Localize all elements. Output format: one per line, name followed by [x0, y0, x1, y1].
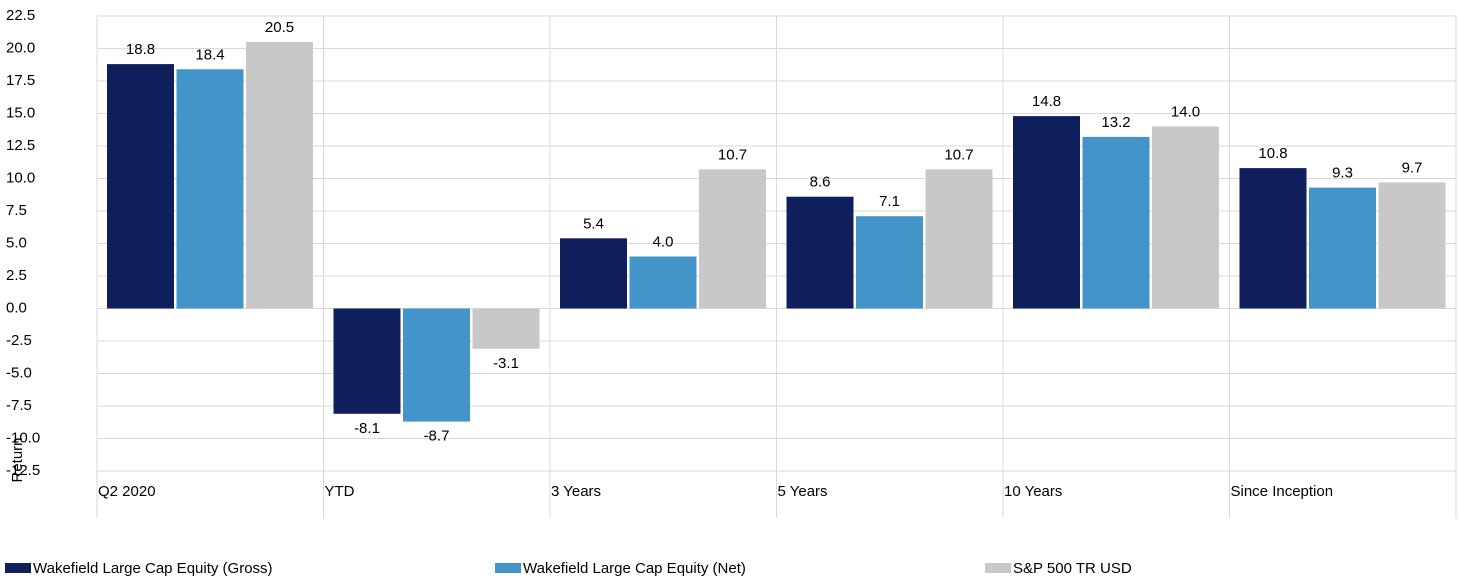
data-label: 10.7	[718, 146, 747, 163]
data-label: 10.7	[944, 146, 973, 163]
legend-swatch	[985, 563, 1011, 573]
data-label: 9.7	[1402, 159, 1423, 176]
data-label: 7.1	[879, 193, 900, 210]
legend-label: Wakefield Large Cap Equity (Gross)	[33, 560, 273, 577]
data-label: 20.5	[265, 19, 294, 36]
y-tick-label: -10.0	[6, 429, 40, 446]
y-tick-label: 5.0	[6, 234, 27, 251]
bar	[925, 169, 993, 309]
bar	[856, 216, 923, 309]
bar	[472, 308, 540, 349]
bar	[403, 308, 470, 422]
data-label: -3.1	[493, 355, 519, 372]
data-label: 4.0	[653, 233, 674, 250]
data-label: 18.8	[126, 41, 155, 58]
y-tick-label: 22.5	[6, 7, 35, 24]
x-tick-label: Since Inception	[1231, 483, 1334, 500]
data-label: 18.4	[195, 46, 224, 63]
bar	[1082, 136, 1150, 309]
bar	[1239, 168, 1307, 309]
y-tick-label: -12.5	[6, 462, 40, 479]
legend-swatch	[5, 563, 31, 573]
data-label: -8.7	[424, 428, 450, 445]
x-tick-label: YTD	[325, 483, 355, 500]
data-label: 10.8	[1258, 145, 1287, 162]
bar	[629, 256, 697, 309]
data-label: 13.2	[1101, 114, 1130, 131]
y-tick-label: -2.5	[6, 332, 32, 349]
bar	[1309, 187, 1376, 309]
y-tick-label: 17.5	[6, 72, 35, 89]
x-tick-label: 3 Years	[551, 483, 601, 500]
data-label: 14.0	[1171, 103, 1200, 120]
bar	[333, 308, 401, 414]
bar	[786, 196, 854, 309]
bar	[1152, 126, 1219, 309]
data-label: 14.8	[1032, 93, 1061, 110]
bar	[699, 169, 766, 309]
bar	[176, 69, 244, 309]
bar	[560, 238, 627, 309]
y-tick-label: 15.0	[6, 104, 35, 121]
y-tick-label: 2.5	[6, 267, 27, 284]
data-label: 8.6	[810, 174, 831, 191]
bar	[246, 42, 313, 309]
y-tick-label: -7.5	[6, 397, 32, 414]
legend-label: S&P 500 TR USD	[1013, 560, 1132, 577]
bar	[1378, 182, 1446, 309]
data-label: -8.1	[354, 420, 380, 437]
x-tick-label: Q2 2020	[98, 483, 156, 500]
legend-swatch	[495, 563, 521, 573]
y-tick-label: -5.0	[6, 364, 32, 381]
y-tick-label: 12.5	[6, 137, 35, 154]
y-axis-title: Return	[9, 437, 26, 482]
y-tick-label: 20.0	[6, 39, 35, 56]
legend-label: Wakefield Large Cap Equity (Net)	[523, 560, 746, 577]
bar	[1013, 116, 1080, 309]
x-tick-label: 5 Years	[778, 483, 828, 500]
y-tick-label: 10.0	[6, 169, 35, 186]
bar	[107, 64, 174, 309]
data-label: 9.3	[1332, 165, 1353, 182]
y-tick-label: 7.5	[6, 202, 27, 219]
data-label: 5.4	[583, 215, 604, 232]
x-tick-label: 10 Years	[1004, 483, 1062, 500]
y-tick-label: 0.0	[6, 299, 27, 316]
